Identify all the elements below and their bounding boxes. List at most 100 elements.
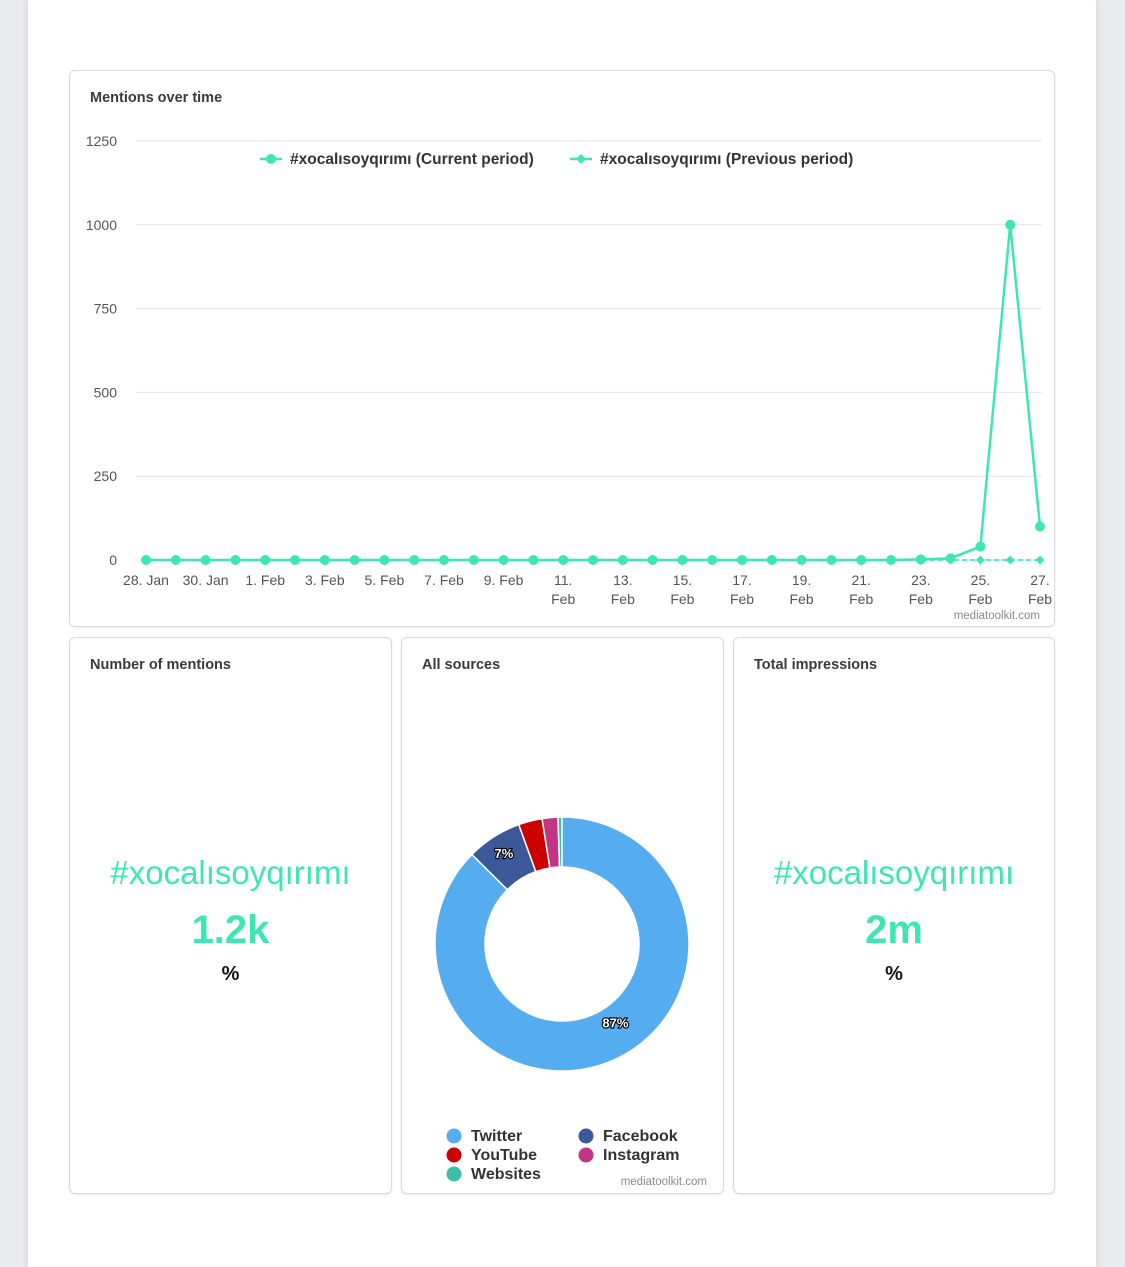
mentions-value: 1.2k — [191, 908, 270, 952]
data-point-current — [647, 555, 658, 565]
x-tick-label: 15. — [673, 572, 692, 588]
data-point-current — [766, 555, 777, 565]
data-point-current — [528, 555, 539, 565]
data-point-current — [945, 553, 956, 564]
legend-label-facebook: Facebook — [603, 1128, 678, 1145]
donut-data-label: 87% — [602, 1016, 628, 1031]
data-point-current — [796, 555, 807, 565]
y-tick-label: 1000 — [86, 217, 117, 233]
data-point-current — [260, 555, 271, 565]
x-tick-label: 25. — [971, 572, 990, 588]
legend-label-youtube: YouTube — [471, 1147, 537, 1164]
data-point-current — [409, 555, 420, 565]
data-point-current — [915, 554, 926, 565]
data-point-current — [856, 555, 867, 565]
data-point-current — [379, 555, 390, 565]
x-tick-label: Feb — [611, 591, 635, 607]
data-point-current — [886, 555, 896, 565]
data-point-current — [439, 555, 449, 565]
data-point-current — [319, 555, 330, 565]
legend-dot-youtube — [446, 1147, 462, 1163]
x-tick-label: 17. — [732, 572, 751, 588]
x-tick-label: Feb — [551, 591, 575, 607]
data-point-current — [230, 555, 241, 565]
legend-label-twitter: Twitter — [471, 1128, 522, 1145]
x-tick-label: 1. Feb — [245, 572, 285, 588]
data-point-previous — [1035, 555, 1045, 565]
number-of-mentions-card: Number of mentions #xocalısoyqırımı 1.2k… — [69, 637, 392, 1194]
legend-dot-websites — [446, 1166, 462, 1182]
x-tick-label: 28. Jan — [123, 572, 169, 588]
legend-marker-previous — [576, 154, 586, 164]
x-tick-label: 11. — [554, 572, 572, 588]
line-chart-credit: mediatoolkit.com — [953, 610, 1040, 622]
data-point-current — [588, 555, 598, 565]
y-tick-label: 250 — [94, 468, 118, 484]
x-tick-label: 27. — [1030, 572, 1049, 588]
mentions-line-chart: 0 250 500 750 1000 1250 28. Jan 30. Jan 1. Feb 3.… — [86, 133, 1052, 607]
y-tick-label: 0 — [109, 552, 117, 568]
legend-dot-twitter — [446, 1128, 462, 1144]
data-point-previous — [975, 555, 985, 565]
x-tick-label: 21. — [851, 572, 870, 588]
x-tick-label: Feb — [968, 591, 992, 607]
impressions-hashtag: #xocalısoyqırımı — [773, 854, 1015, 891]
sources-card-title: All sources — [422, 657, 501, 673]
x-tick-label: Feb — [790, 591, 814, 607]
data-point-current — [737, 555, 747, 565]
legend-marker-current — [266, 154, 276, 164]
impressions-card-title: Total impressions — [754, 657, 878, 673]
legend-label-instagram: Instagram — [603, 1147, 679, 1164]
x-tick-label: Feb — [670, 591, 694, 607]
data-point-current — [558, 555, 569, 565]
impressions-unit: % — [885, 963, 903, 985]
legend-label: #xocalısoyqırımı (Current period) — [290, 151, 534, 168]
total-impressions-card: Total impressions #xocalısoyqırımı 2m % — [733, 637, 1055, 1194]
x-tick-label: Feb — [849, 591, 873, 607]
sources-donut-chart: 7% 87% Twitter Facebook YouTube Instagram Webs… — [434, 816, 690, 1183]
y-tick-label: 750 — [94, 301, 118, 317]
x-tick-label: 23. — [911, 572, 930, 588]
x-tick-label: 19. — [792, 572, 811, 588]
data-point-current — [170, 555, 181, 565]
x-tick-label: 3. Feb — [305, 572, 345, 588]
legend-dot-instagram — [578, 1147, 594, 1163]
donut-chart-credit: mediatoolkit.com — [620, 1176, 707, 1188]
data-point-current — [1005, 219, 1016, 230]
data-point-current — [707, 555, 718, 565]
data-point-current — [349, 555, 360, 565]
legend-label: #xocalısoyqırımı (Previous period) — [600, 151, 853, 168]
x-tick-label: Feb — [1028, 591, 1052, 607]
mentions-unit: % — [221, 963, 240, 985]
legend-label-websites: Websites — [471, 1166, 541, 1183]
data-point-current — [975, 541, 986, 552]
legend-dot-facebook — [578, 1128, 594, 1144]
mentions-hashtag: #xocalısoyqırımı — [110, 854, 351, 891]
x-tick-label: 9. Feb — [484, 572, 524, 588]
y-tick-label: 1250 — [86, 133, 117, 149]
data-point-current — [1035, 521, 1045, 532]
impressions-value: 2m — [865, 908, 923, 952]
x-tick-label: 7. Feb — [424, 572, 464, 588]
x-tick-label: 13. — [613, 572, 632, 588]
mentions-card-title: Number of mentions — [90, 657, 231, 673]
mentions-over-time-card: Mentions over time 0 250 500 750 1000 1250 28.… — [69, 70, 1055, 627]
x-tick-label: 30. Jan — [183, 572, 229, 588]
data-point-previous — [1005, 555, 1015, 565]
data-point-current — [826, 555, 837, 565]
data-point-current — [498, 555, 509, 565]
x-tick-label: Feb — [730, 591, 754, 607]
data-point-current — [617, 555, 628, 565]
x-tick-label: Feb — [909, 591, 933, 607]
x-tick-label: 5. Feb — [365, 572, 405, 588]
data-point-current — [141, 555, 151, 565]
line-chart-title: Mentions over time — [90, 90, 223, 106]
donut-data-label: 7% — [494, 846, 513, 861]
y-tick-label: 500 — [94, 384, 118, 400]
data-point-current — [200, 555, 211, 565]
data-point-current — [468, 555, 479, 565]
data-point-current — [677, 555, 688, 565]
donut-slice-twitter — [434, 816, 690, 1072]
data-point-current — [290, 555, 300, 565]
all-sources-card: All sources 7% 87% Twitter Facebook YouTube I… — [401, 637, 724, 1194]
